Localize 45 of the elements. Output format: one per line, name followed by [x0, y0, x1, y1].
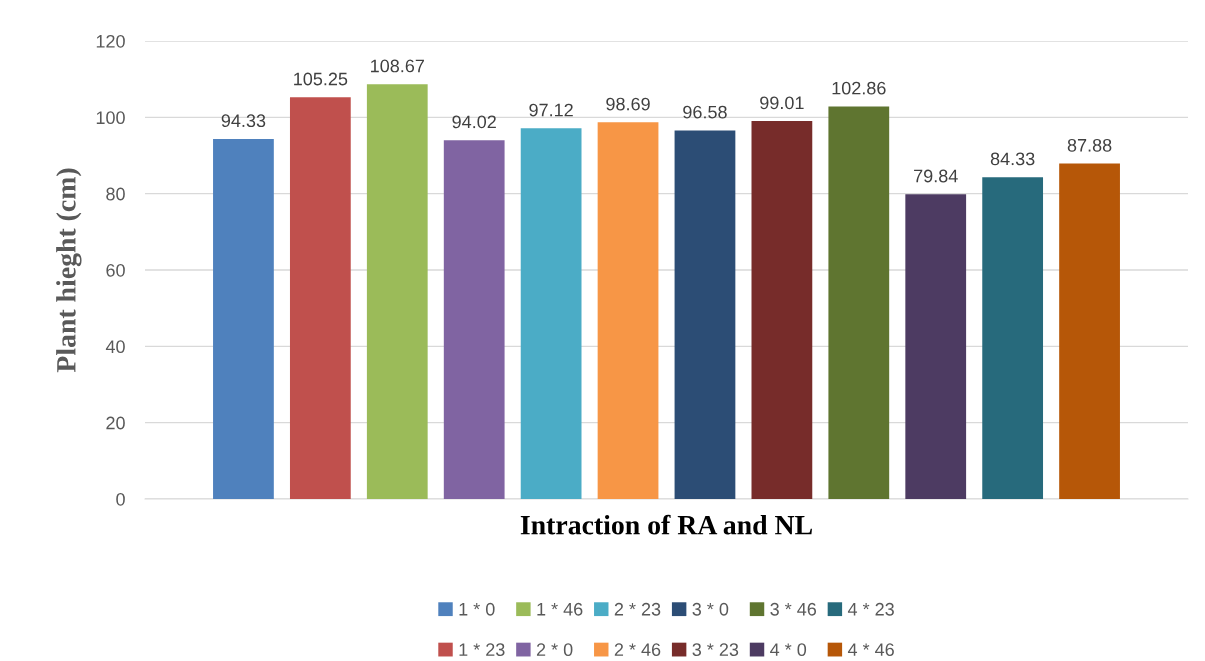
data-label: 84.33: [990, 152, 1035, 166]
data-label: 102.86: [832, 81, 886, 95]
legend-label: 3 * 46: [770, 602, 817, 616]
bar: [982, 177, 1044, 499]
y-tick-label: 100: [96, 111, 125, 125]
bar: [443, 140, 505, 499]
legend-label: 1 * 23: [459, 643, 505, 657]
data-label: 98.69: [606, 97, 650, 111]
legend-label: 2 * 23: [614, 602, 661, 616]
data-label: 87.88: [1067, 138, 1112, 152]
bar: [597, 122, 659, 499]
bar: [674, 130, 736, 499]
x-axis-title: Intraction of RA and NL: [520, 514, 812, 535]
y-tick-label: 0: [116, 492, 125, 506]
data-label: 79.84: [914, 169, 958, 183]
data-label: 97.12: [529, 103, 573, 117]
data-label: 99.01: [760, 96, 804, 110]
bar: [213, 138, 274, 499]
y-tick-label: 40: [105, 340, 125, 354]
data-label: 108.67: [371, 59, 424, 73]
bar: [1059, 163, 1120, 499]
bar: [289, 97, 351, 499]
legend-label: 4 * 0: [770, 643, 807, 657]
legend-label: 4 * 46: [847, 643, 894, 657]
bar: [366, 84, 428, 499]
y-tick-label: 20: [106, 416, 125, 430]
data-label: 94.33: [221, 114, 266, 128]
legend-label: 2 * 46: [614, 643, 661, 657]
y-tick-label: 120: [96, 34, 125, 48]
bar: [905, 194, 967, 499]
data-label: 94.02: [452, 115, 496, 129]
legend-label: 2 * 0: [536, 643, 573, 657]
legend-label: 3 * 0: [692, 602, 729, 616]
y-axis-title: Plant hieght (cm): [56, 168, 82, 373]
data-label: 105.25: [294, 72, 348, 86]
y-tick-label: 80: [106, 187, 125, 201]
legend-label: 1 * 46: [537, 602, 583, 616]
legend-label: 1 * 0: [459, 602, 495, 616]
y-tick-label: 60: [106, 263, 125, 277]
bar: [751, 121, 813, 499]
bar: [828, 106, 890, 499]
data-label: 96.58: [683, 105, 727, 119]
legend-label: 4 * 23: [847, 602, 894, 616]
legend-label: 3 * 23: [692, 643, 739, 657]
bar: [520, 128, 582, 499]
